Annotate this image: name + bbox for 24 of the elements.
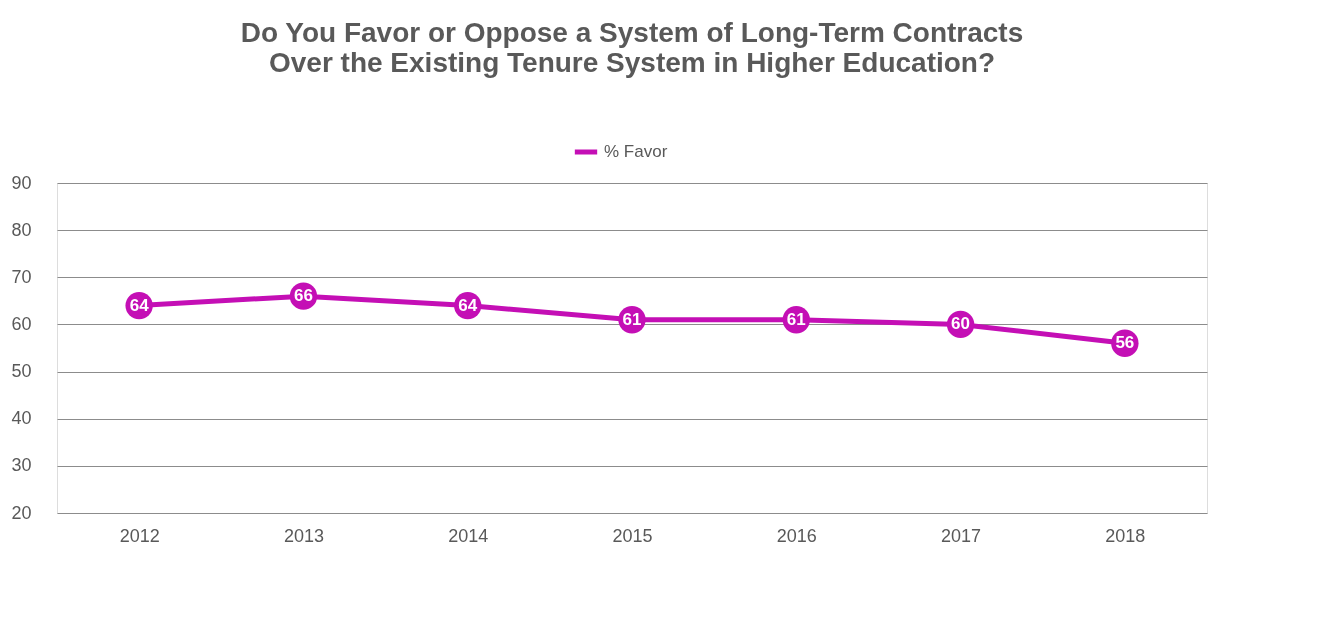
x-tick-label: 2015 — [612, 525, 653, 546]
x-tick-label: 2016 — [776, 525, 817, 546]
y-tick-label: 40 — [11, 408, 32, 429]
x-tick-label: 2014 — [448, 525, 489, 546]
y-tick-label: 30 — [11, 455, 32, 476]
x-tick-label: 2013 — [283, 525, 324, 546]
data-label: 64 — [458, 295, 478, 315]
y-tick-label: 50 — [11, 361, 32, 382]
legend-label: % Favor — [604, 142, 668, 161]
x-tick-label: 2017 — [941, 525, 982, 546]
data-label: 61 — [786, 309, 806, 329]
y-tick-label: 90 — [11, 172, 32, 193]
data-label: 60 — [951, 314, 971, 334]
data-label: 64 — [129, 295, 150, 315]
data-label: 66 — [293, 286, 313, 306]
y-tick-label: 20 — [11, 502, 32, 523]
data-label: 56 — [1115, 333, 1135, 353]
x-tick-label: 2018 — [1105, 525, 1146, 546]
y-tick-label: 70 — [11, 266, 32, 287]
data-label: 61 — [622, 309, 642, 329]
chart-title: Do You Favor or Oppose a System of Long-Term Contracts Over the Existing Tenure System in Higher Education? — [240, 17, 1024, 78]
y-tick-label: 60 — [11, 313, 32, 334]
y-tick-label: 80 — [11, 219, 32, 240]
x-tick-label: 2012 — [119, 525, 160, 546]
